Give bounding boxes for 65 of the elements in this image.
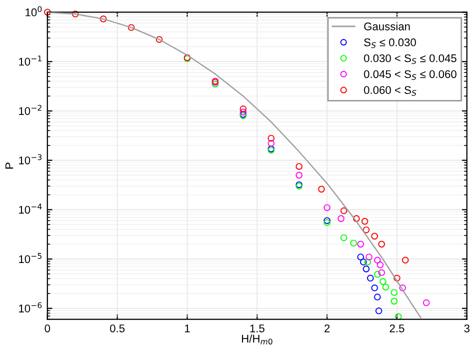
point bbox=[374, 270, 381, 278]
point bbox=[340, 207, 348, 214]
point bbox=[402, 256, 409, 264]
point bbox=[378, 240, 385, 248]
point bbox=[376, 262, 384, 268]
point bbox=[100, 16, 107, 22]
point bbox=[361, 218, 368, 225]
point bbox=[156, 36, 163, 43]
point bbox=[390, 298, 398, 305]
point bbox=[360, 258, 367, 266]
y-tick-label: 10$^{−6}$ bbox=[19, 302, 42, 312]
legend-label: 0.030 < S$_{S}$ ≤ 0.045 bbox=[364, 54, 456, 64]
legend-label: 0.060 < S$_{S}$ bbox=[364, 86, 416, 96]
point bbox=[378, 269, 385, 276]
y-tick-label: 10$^{−4}$ bbox=[19, 204, 42, 214]
point bbox=[374, 256, 381, 264]
point bbox=[72, 10, 79, 18]
legend-label: Gaussian bbox=[364, 22, 410, 30]
x-tick-label: 1.5 bbox=[250, 324, 264, 332]
legend-label: 0.045 < S$_{S}$ ≤ 0.060 bbox=[364, 70, 456, 80]
point bbox=[350, 240, 358, 247]
point bbox=[371, 232, 378, 240]
point bbox=[240, 105, 247, 112]
x-tick-label: 2 bbox=[324, 324, 330, 332]
legend-label: S$_{S}$ ≤ 0.030 bbox=[364, 38, 416, 48]
point bbox=[364, 258, 372, 266]
point bbox=[390, 289, 398, 296]
y-axis-title: P bbox=[5, 162, 14, 169]
x-axis-title: H/H$_{m0}$ bbox=[242, 334, 272, 344]
y-tick-label: 10$^{−2}$ bbox=[19, 104, 42, 115]
point bbox=[362, 226, 370, 234]
point bbox=[375, 307, 382, 314]
point bbox=[382, 284, 390, 290]
point bbox=[324, 204, 330, 212]
point bbox=[318, 186, 325, 193]
y-tick-label: 10$^{−5}$ bbox=[19, 253, 42, 264]
point bbox=[240, 108, 247, 116]
x-tick-label: 0.5 bbox=[110, 324, 125, 332]
point bbox=[367, 274, 374, 282]
x-tick-label: 2.5 bbox=[390, 324, 404, 332]
x-tick-label: 1 bbox=[184, 324, 190, 332]
point bbox=[394, 313, 402, 320]
y-tick-label: 10$^{−1}$ bbox=[19, 56, 42, 66]
point bbox=[357, 240, 364, 248]
point bbox=[340, 234, 348, 242]
point bbox=[362, 266, 370, 272]
point bbox=[338, 215, 344, 222]
point bbox=[128, 24, 135, 31]
point bbox=[374, 294, 381, 300]
y-tick-label: 10$^{−3}$ bbox=[19, 154, 42, 164]
point bbox=[399, 284, 406, 292]
point bbox=[366, 254, 372, 260]
y-tick-label: 10$^{0}$ bbox=[26, 6, 42, 16]
point bbox=[268, 140, 275, 147]
x-tick-label: 3 bbox=[464, 324, 470, 332]
x-tick-label: 0 bbox=[44, 324, 50, 332]
point bbox=[422, 299, 430, 306]
point bbox=[268, 134, 275, 142]
point bbox=[353, 215, 360, 222]
point bbox=[296, 163, 302, 170]
point bbox=[371, 284, 378, 292]
point bbox=[380, 278, 386, 285]
point bbox=[394, 274, 400, 282]
point bbox=[357, 254, 364, 260]
point bbox=[296, 172, 302, 179]
